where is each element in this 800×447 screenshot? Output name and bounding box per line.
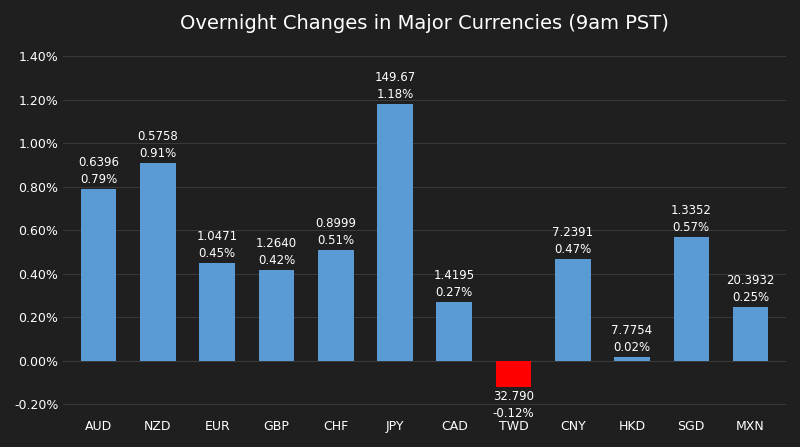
Bar (674, 237, 709, 361)
Text: 1.2640
0.42%: 1.2640 0.42% (256, 237, 297, 267)
Text: 0.5758
0.91%: 0.5758 0.91% (138, 130, 178, 160)
Bar (258, 270, 294, 361)
Bar (496, 361, 531, 387)
Title: Overnight Changes in Major Currencies (9am PST): Overnight Changes in Major Currencies (9… (180, 14, 669, 33)
Text: 1.0471
0.45%: 1.0471 0.45% (197, 230, 238, 260)
Text: 1.4195
0.27%: 1.4195 0.27% (434, 270, 475, 299)
Bar (555, 259, 590, 361)
Bar (140, 163, 176, 361)
Text: 7.2391
0.47%: 7.2391 0.47% (552, 226, 594, 256)
Bar (733, 307, 768, 361)
Text: 1.3352
0.57%: 1.3352 0.57% (671, 204, 712, 234)
Bar (199, 263, 235, 361)
Text: 32.790
-0.12%: 32.790 -0.12% (493, 390, 534, 420)
Bar (378, 104, 413, 361)
Text: 7.7754
0.02%: 7.7754 0.02% (611, 324, 653, 354)
Bar (437, 302, 472, 361)
Bar (81, 189, 117, 361)
Bar (614, 357, 650, 361)
Text: 0.8999
0.51%: 0.8999 0.51% (315, 217, 356, 247)
Bar (318, 250, 354, 361)
Text: 149.67
1.18%: 149.67 1.18% (374, 72, 416, 101)
Text: 20.3932
0.25%: 20.3932 0.25% (726, 274, 774, 304)
Text: 0.6396
0.79%: 0.6396 0.79% (78, 156, 119, 186)
